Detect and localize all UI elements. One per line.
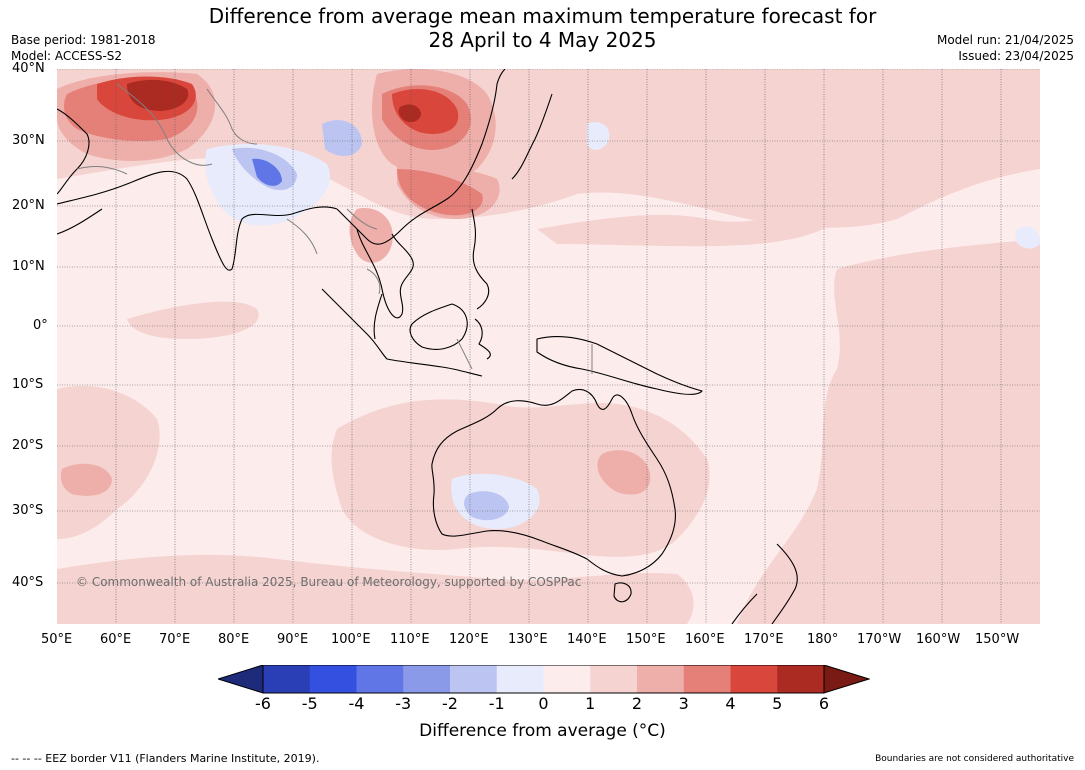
colorbar-tick-label: -6 — [255, 694, 271, 713]
title-line-1: Difference from average mean maximum tem… — [208, 4, 877, 28]
colorbar-tick-label: -5 — [301, 694, 318, 713]
colorbar-tick-label: 5 — [772, 694, 783, 713]
colorbar-segment — [637, 665, 685, 693]
anomaly-shading — [57, 69, 1040, 624]
lon-label-170w: 170°W — [857, 632, 902, 647]
lon-label-160e: 160°E — [685, 632, 725, 647]
lat-label-10n: 10°N — [12, 259, 45, 274]
colorbar-segment — [590, 665, 638, 693]
coastlines — [57, 69, 798, 624]
title-line-2: 28 April to 4 May 2025 — [428, 28, 657, 52]
colorbar-segment — [683, 665, 731, 693]
issued-date: Issued: 23/04/2025 — [958, 49, 1074, 63]
lon-label-150e: 150°E — [626, 632, 666, 647]
country-borders — [76, 83, 593, 374]
lon-label-140e: 140°E — [567, 632, 607, 647]
model-name: Model: ACCESS-S2 — [11, 49, 123, 63]
lon-label-130e: 130°E — [508, 632, 548, 647]
colorbar-tick-label: 3 — [678, 694, 689, 713]
colorbar-segment — [450, 665, 498, 693]
watermark: © Commonwealth of Australia 2025, Bureau… — [76, 575, 581, 589]
colorbar-title: Difference from average (°C) — [419, 721, 666, 741]
lat-label-20n: 20°N — [12, 198, 45, 213]
colorbar-tick-label: 4 — [725, 694, 736, 713]
lat-label-40s: 40°S — [12, 575, 44, 590]
colorbar-segment — [543, 665, 591, 693]
graticule — [57, 69, 1040, 624]
base-period: Base period: 1981-2018 — [11, 33, 156, 47]
lon-label-60e: 60°E — [100, 632, 132, 647]
colorbar — [218, 665, 870, 694]
lon-label-100e: 100°E — [331, 632, 371, 647]
lon-label-150w: 150°W — [975, 632, 1020, 647]
colorbar-tick-label: 1 — [585, 694, 596, 713]
eez-legend: -- -- -- EEZ border V11 (Flanders Marine… — [11, 752, 320, 765]
colorbar-segment — [356, 665, 404, 693]
colorbar-segment — [309, 665, 357, 693]
lon-label-110e: 110°E — [390, 632, 430, 647]
colorbar-tick-label: -1 — [488, 694, 505, 713]
colorbar-segments — [218, 665, 870, 694]
colorbar-segment — [403, 665, 451, 693]
lat-label-10s: 10°S — [12, 377, 44, 392]
lat-label-30s: 30°S — [12, 503, 44, 518]
meta-left: Base period: 1981-2018 Model: ACCESS-S2 — [11, 32, 156, 64]
lon-label-120e: 120°E — [449, 632, 489, 647]
colorbar-tick-label: 6 — [818, 694, 830, 713]
lon-label-90e: 90°E — [277, 632, 309, 647]
lon-label-170e: 170°E — [744, 632, 784, 647]
lon-label-160w: 160°W — [916, 632, 961, 647]
colorbar-segment — [730, 665, 778, 693]
colorbar-frame — [262, 665, 825, 694]
lat-label-20s: 20°S — [12, 438, 44, 453]
colorbar-tick-label: -3 — [395, 694, 412, 713]
colorbar-tick-label: -2 — [442, 694, 458, 713]
lat-label-30n: 30°N — [12, 133, 45, 148]
colorbar-tick-label: 2 — [631, 694, 643, 713]
lon-label-70e: 70°E — [159, 632, 191, 647]
lon-label-180: 180° — [807, 632, 839, 647]
colorbar-segment — [777, 665, 825, 693]
meta-right: Model run: 21/04/2025 Issued: 23/04/2025 — [937, 32, 1074, 64]
lat-label-40n: 40°N — [12, 61, 45, 76]
colorbar-arrow-high — [823, 665, 870, 694]
colorbar-arrow-low — [218, 665, 264, 694]
colorbar-segment — [496, 665, 544, 693]
map-title: Difference from average mean maximum tem… — [0, 4, 1085, 52]
colorbar-segment — [263, 665, 311, 693]
boundaries-disclaimer: Boundaries are not considered authoritat… — [875, 754, 1074, 764]
lon-label-50e: 50°E — [41, 632, 73, 647]
anomaly-map: © Commonwealth of Australia 2025, Bureau… — [57, 69, 1040, 624]
colorbar-tick-label: -4 — [348, 694, 365, 713]
model-run: Model run: 21/04/2025 — [936, 33, 1074, 47]
lon-label-80e: 80°E — [218, 632, 250, 647]
colorbar-tick-label: 0 — [538, 694, 549, 713]
lat-label-eq: 0° — [33, 318, 48, 333]
